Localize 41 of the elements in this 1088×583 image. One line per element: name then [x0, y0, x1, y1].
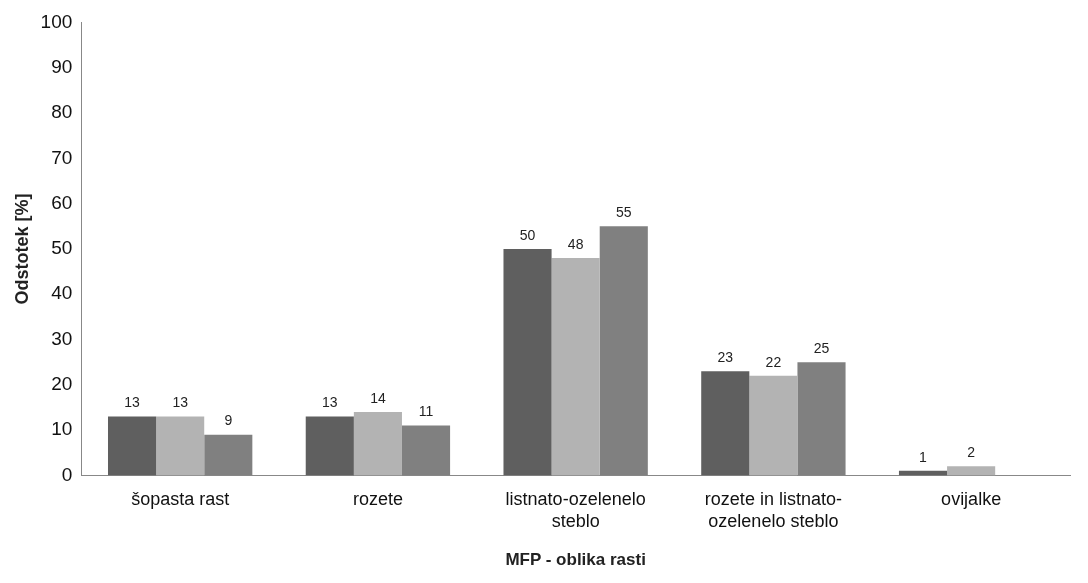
- bar: [749, 375, 798, 476]
- data-label: 48: [567, 235, 584, 252]
- x-tick-label: šopasta rast: [131, 489, 230, 510]
- data-label: 55: [615, 204, 632, 221]
- x-tick-label: ovijalke: [941, 489, 1002, 510]
- data-label: 1: [919, 448, 928, 465]
- y-tick-label: 20: [51, 373, 73, 395]
- data-label: 11: [418, 403, 434, 420]
- data-label: 14: [370, 389, 386, 406]
- y-tick-label: 60: [51, 191, 73, 213]
- data-label: 13: [124, 394, 141, 411]
- bar: [156, 416, 205, 476]
- y-tick-label: 100: [40, 10, 73, 32]
- y-tick-label: 30: [51, 327, 73, 349]
- y-tick-label: 80: [51, 101, 73, 123]
- bar: [305, 416, 354, 476]
- bar: [108, 416, 157, 476]
- bar: [353, 411, 402, 476]
- y-axis-title: Odstotek [%]: [11, 193, 32, 305]
- bar: [551, 257, 600, 476]
- x-axis-title: MFP - oblika rasti: [505, 550, 646, 570]
- bar: [503, 248, 552, 476]
- data-label: 2: [967, 444, 976, 461]
- data-label: 22: [765, 353, 782, 370]
- y-tick-label: 50: [51, 237, 73, 259]
- x-tick-label: listnato-ozelenelo steblo: [505, 489, 646, 531]
- x-tick-label: rozete in listnato-ozelenelo steblo: [704, 489, 842, 531]
- x-tick-label: rozete: [352, 489, 403, 510]
- y-tick-label: 10: [51, 418, 73, 440]
- data-label: 13: [322, 394, 338, 411]
- data-label: 9: [224, 412, 233, 429]
- y-tick-label: 40: [51, 282, 73, 304]
- data-label: 13: [172, 394, 189, 411]
- bar: [701, 371, 750, 476]
- data-label: 23: [717, 349, 734, 366]
- y-tick-label: 70: [51, 146, 73, 168]
- data-label: 50: [519, 226, 536, 243]
- bar: [947, 466, 996, 476]
- y-tick-label: 0: [61, 463, 73, 485]
- data-label: 25: [813, 340, 830, 357]
- y-tick-label: 90: [51, 55, 73, 77]
